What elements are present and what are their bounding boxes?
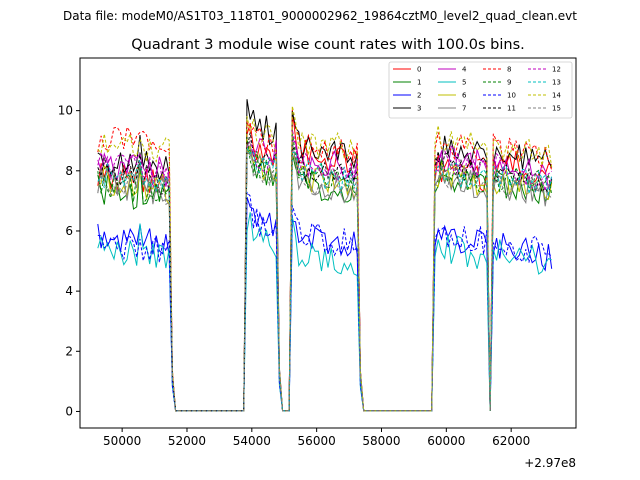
x-tick-label: 60000 bbox=[427, 434, 465, 448]
legend-label: 12 bbox=[552, 66, 561, 74]
x-axis: 50000 52000 54000 56000 58000 60000 62000 bbox=[103, 428, 530, 448]
axes-frame bbox=[79, 57, 577, 429]
y-tick-label: 10 bbox=[58, 104, 73, 118]
legend-label: 3 bbox=[417, 105, 421, 113]
suptitle: Data file: modeM0/AS1T03_118T01_90000029… bbox=[63, 9, 577, 23]
x-tick-label: 58000 bbox=[362, 434, 400, 448]
y-tick-label: 6 bbox=[65, 224, 73, 238]
x-tick-label: 50000 bbox=[103, 434, 141, 448]
x-tick-label: 56000 bbox=[298, 434, 336, 448]
legend-label: 9 bbox=[507, 79, 511, 87]
series-line-15 bbox=[97, 139, 553, 412]
legend-label: 8 bbox=[507, 66, 511, 74]
legend-label: 0 bbox=[417, 66, 421, 74]
chart-title: Quadrant 3 module wise count rates with … bbox=[131, 37, 525, 53]
legend-label: 14 bbox=[552, 92, 561, 100]
x-tick-label: 52000 bbox=[168, 434, 206, 448]
series-line-12 bbox=[97, 129, 553, 412]
legend-label: 11 bbox=[507, 105, 516, 113]
legend-label: 2 bbox=[417, 92, 421, 100]
legend-label: 10 bbox=[507, 92, 516, 100]
x-offset-label: +2.97e8 bbox=[524, 456, 576, 470]
legend-label: 4 bbox=[462, 66, 467, 74]
x-tick-label: 54000 bbox=[233, 434, 271, 448]
series-line-13 bbox=[97, 146, 553, 412]
legend-frame bbox=[388, 61, 573, 119]
legend-label: 5 bbox=[462, 79, 466, 87]
legend-label: 15 bbox=[552, 105, 561, 113]
legend-label: 13 bbox=[552, 79, 561, 87]
y-tick-label: 0 bbox=[65, 404, 73, 418]
y-tick-label: 8 bbox=[65, 164, 73, 178]
x-tick-label: 62000 bbox=[492, 434, 530, 448]
y-axis: 0 2 4 6 8 10 bbox=[58, 104, 80, 418]
plot-lines bbox=[97, 99, 553, 412]
legend-label: 1 bbox=[417, 79, 421, 87]
y-tick-label: 4 bbox=[65, 284, 73, 298]
legend-label: 6 bbox=[462, 92, 467, 100]
y-tick-label: 2 bbox=[65, 344, 73, 358]
series-line-10 bbox=[97, 190, 553, 412]
legend-label: 7 bbox=[462, 105, 466, 113]
series-line-5 bbox=[97, 212, 552, 412]
